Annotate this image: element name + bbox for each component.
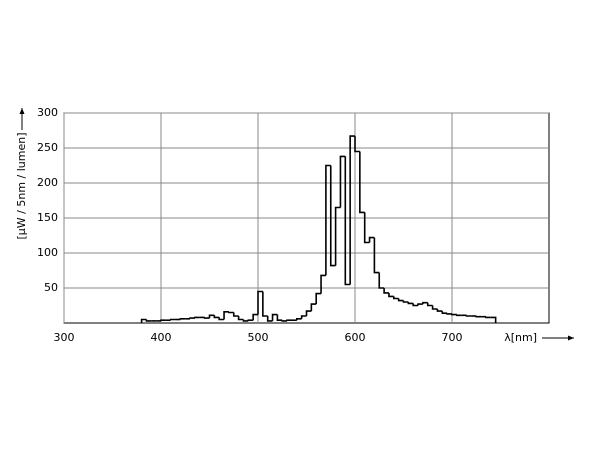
y-tick-label: 150 bbox=[37, 211, 58, 224]
histogram-step bbox=[320, 274, 326, 294]
histogram-step bbox=[426, 302, 433, 307]
histogram-step bbox=[145, 319, 152, 322]
y-tick-label: 200 bbox=[37, 176, 58, 189]
histogram-step bbox=[300, 315, 307, 319]
histogram-step bbox=[334, 206, 341, 266]
histogram-step bbox=[169, 318, 176, 321]
y-tick-label: 250 bbox=[37, 141, 58, 154]
histogram-step bbox=[266, 316, 273, 322]
histogram-step bbox=[276, 314, 283, 321]
y-arrow bbox=[19, 108, 25, 130]
histogram-step bbox=[257, 290, 263, 315]
histogram-step bbox=[441, 311, 448, 314]
histogram-step bbox=[315, 292, 322, 305]
histogram-step bbox=[179, 318, 186, 320]
histogram-step bbox=[388, 292, 394, 298]
histogram-step bbox=[203, 317, 210, 319]
histogram-step bbox=[310, 303, 317, 312]
histogram-step bbox=[286, 319, 292, 321]
histogram-step bbox=[475, 315, 482, 318]
y-tick-label: 300 bbox=[37, 106, 58, 119]
x-tick-label: 400 bbox=[151, 331, 172, 344]
histogram-step bbox=[436, 309, 443, 312]
histogram-step bbox=[373, 237, 380, 274]
histogram-step bbox=[305, 310, 312, 316]
histogram-step bbox=[160, 319, 166, 321]
histogram-step bbox=[140, 318, 147, 323]
histogram-step bbox=[490, 316, 497, 323]
histogram-step bbox=[363, 212, 370, 244]
x-tick-label: 700 bbox=[442, 331, 463, 344]
histogram-step bbox=[232, 312, 239, 317]
histogram-step bbox=[412, 303, 419, 307]
histogram-step bbox=[383, 288, 389, 294]
histogram-step bbox=[237, 316, 244, 321]
histogram-step bbox=[402, 300, 409, 303]
histogram-step bbox=[393, 296, 399, 300]
histogram-step bbox=[354, 136, 360, 153]
histogram-step bbox=[451, 313, 457, 316]
histogram-step bbox=[228, 311, 234, 314]
x-axis-label: λ[nm] bbox=[504, 331, 537, 344]
histogram-step bbox=[359, 151, 365, 214]
histogram-step bbox=[422, 301, 428, 305]
histogram-step bbox=[194, 316, 200, 319]
histogram-step bbox=[296, 318, 302, 321]
histogram-step bbox=[271, 313, 278, 321]
histogram-step bbox=[485, 316, 491, 319]
histogram-step bbox=[329, 165, 336, 267]
x-tick-label: 300 bbox=[54, 331, 75, 344]
x-tick-label: 600 bbox=[345, 331, 366, 344]
histogram-step bbox=[339, 155, 346, 208]
histogram-step bbox=[208, 314, 215, 319]
y-axis-label: [µW / 5nm / lumen] bbox=[15, 132, 28, 239]
histogram-step bbox=[325, 164, 331, 276]
x-arrow bbox=[542, 335, 574, 341]
histogram-step bbox=[378, 272, 385, 289]
histogram-step bbox=[213, 315, 220, 319]
histogram-step bbox=[349, 135, 355, 285]
histogram-step bbox=[344, 156, 351, 286]
histogram-step bbox=[446, 313, 452, 315]
histogram-step bbox=[431, 305, 438, 310]
histogram-step bbox=[465, 315, 472, 317]
histogram-step bbox=[417, 303, 423, 306]
histogram-step bbox=[242, 319, 249, 322]
y-tick-label: 50 bbox=[44, 281, 58, 294]
histogram-step bbox=[456, 314, 462, 317]
x-tick-label: 500 bbox=[248, 331, 269, 344]
histogram-step bbox=[368, 236, 375, 243]
y-tick-label: 100 bbox=[37, 246, 58, 259]
histogram-step bbox=[247, 319, 254, 321]
histogram-step bbox=[252, 313, 258, 321]
histogram-step bbox=[262, 291, 268, 317]
histogram-step bbox=[397, 298, 404, 302]
histogram-step bbox=[189, 317, 195, 319]
histogram-step bbox=[218, 317, 225, 321]
histogram-step bbox=[281, 320, 288, 322]
histogram-step bbox=[223, 311, 229, 320]
histogram-step bbox=[407, 302, 414, 305]
